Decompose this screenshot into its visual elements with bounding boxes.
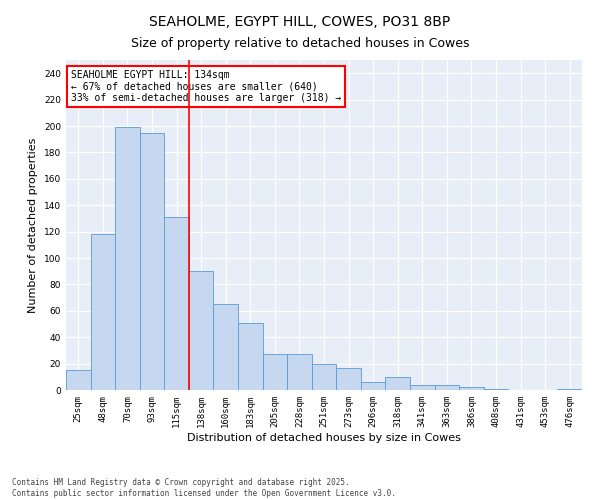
- Bar: [557, 388, 582, 390]
- Bar: [66, 370, 91, 390]
- Bar: [214, 304, 238, 390]
- Bar: [91, 234, 115, 390]
- Text: SEAHOLME, EGYPT HILL, COWES, PO31 8BP: SEAHOLME, EGYPT HILL, COWES, PO31 8BP: [149, 15, 451, 29]
- Bar: [459, 388, 484, 390]
- X-axis label: Distribution of detached houses by size in Cowes: Distribution of detached houses by size …: [187, 432, 461, 442]
- Bar: [312, 364, 336, 390]
- Bar: [238, 322, 263, 390]
- Bar: [140, 132, 164, 390]
- Bar: [115, 128, 140, 390]
- Bar: [287, 354, 312, 390]
- Text: Size of property relative to detached houses in Cowes: Size of property relative to detached ho…: [131, 38, 469, 51]
- Text: Contains HM Land Registry data © Crown copyright and database right 2025.
Contai: Contains HM Land Registry data © Crown c…: [12, 478, 396, 498]
- Bar: [385, 377, 410, 390]
- Bar: [434, 384, 459, 390]
- Text: SEAHOLME EGYPT HILL: 134sqm
← 67% of detached houses are smaller (640)
33% of se: SEAHOLME EGYPT HILL: 134sqm ← 67% of det…: [71, 70, 341, 103]
- Bar: [410, 384, 434, 390]
- Bar: [336, 368, 361, 390]
- Y-axis label: Number of detached properties: Number of detached properties: [28, 138, 38, 312]
- Bar: [361, 382, 385, 390]
- Bar: [164, 217, 189, 390]
- Bar: [263, 354, 287, 390]
- Bar: [484, 388, 508, 390]
- Bar: [189, 271, 214, 390]
